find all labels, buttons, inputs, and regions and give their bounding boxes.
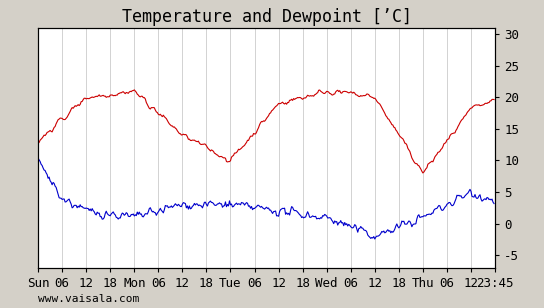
Text: www.vaisala.com: www.vaisala.com: [38, 294, 139, 304]
Title: Temperature and Dewpoint [’C]: Temperature and Dewpoint [’C]: [121, 8, 412, 26]
